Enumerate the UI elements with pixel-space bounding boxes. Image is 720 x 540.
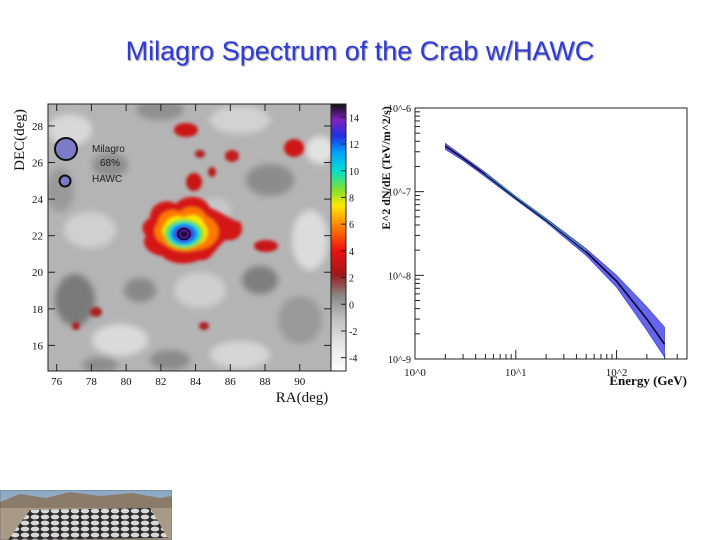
- spectrum-axes: 10^0 10^1 10^2 10^-6 10^-7 10^-8 10^-9: [388, 104, 688, 379]
- spec-x-tick-label: 10^0: [404, 367, 426, 379]
- map-x-tick-label: 84: [190, 376, 202, 388]
- map-x-tick-label: 86: [225, 376, 237, 388]
- spectrum-plot: 10^0 10^1 10^2 10^-6 10^-7 10^-8 10^-9 Energy …: [379, 104, 688, 388]
- hawc-legend-marker: [58, 174, 72, 188]
- map-axes: 76 78 80 82 84 86 88 90 16 18 20 22 24 26 28: [32, 104, 331, 388]
- spectrum-data: [444, 142, 666, 359]
- tank-array: [8, 508, 168, 540]
- milagro-legend-marker: [54, 137, 78, 161]
- map-y-tick-label: 26: [32, 158, 44, 170]
- spectrum-ylabel: E^2 dN/dE (TeV/m^2/s): [379, 106, 393, 230]
- map-y-tick-label: 24: [32, 194, 44, 206]
- colorbar-tick-label: 8: [349, 193, 354, 204]
- map-x-tick-label: 78: [86, 376, 98, 388]
- colorbar-tick-label: 10: [349, 167, 359, 178]
- map-x-tick-label: 90: [294, 376, 306, 388]
- spec-y-tick-label: 10^-7: [388, 188, 411, 199]
- hawc-site-photo: [0, 490, 172, 540]
- colorbar-tick-label: -4: [349, 354, 357, 365]
- milagro-legend-sublabel: 68%: [100, 158, 120, 169]
- colorbar-tick-label: 12: [349, 140, 359, 151]
- spec-y-tick-label: 10^-9: [388, 355, 411, 366]
- colorbar-ticks: 14 12 10 8 6 4 2 0 -2 -4: [341, 113, 359, 365]
- hawc-legend-label: HAWC: [92, 174, 122, 185]
- map-y-tick-label: 16: [32, 340, 44, 352]
- spectrum-alt-line: [485, 173, 587, 252]
- colorbar-tick-label: 4: [349, 247, 354, 258]
- colorbar-tick-label: 14: [349, 113, 359, 124]
- map-y-tick-label: 20: [32, 267, 44, 279]
- map-x-tick-label: 76: [51, 376, 63, 388]
- colorbar-tick-label: 2: [349, 274, 354, 285]
- map-x-tick-label: 80: [121, 376, 133, 388]
- map-y-tick-label: 22: [32, 231, 43, 243]
- map-y-tick-label: 18: [32, 304, 44, 316]
- map-noise: [48, 104, 331, 371]
- map-legend: Milagro 68% HAWC: [54, 137, 125, 188]
- spec-y-tick-label: 10^-6: [388, 104, 411, 115]
- map-x-tick-label: 82: [155, 376, 166, 388]
- map-y-tick-label: 28: [32, 121, 44, 133]
- spectrum-band: [445, 142, 665, 359]
- spectrum-fit-line: [444, 145, 666, 345]
- colorbar-tick-label: 6: [349, 220, 354, 231]
- spec-x-tick-label: 10^1: [505, 367, 527, 379]
- colorbar-tick-label: 0: [349, 300, 354, 311]
- spectrum-xlabel: Energy (GeV): [609, 373, 687, 388]
- colorbar-tick-label: -2: [349, 327, 357, 338]
- spec-y-tick-label: 10^-8: [388, 271, 411, 282]
- spec-x-tick-label: 10^2: [606, 367, 628, 379]
- map-ylabel: DEC(deg): [12, 109, 28, 171]
- crab-source: [142, 196, 243, 264]
- map-xlabel: RA(deg): [276, 390, 329, 406]
- slide-title: Milagro Spectrum of the Crab w/HAWC: [125, 36, 595, 66]
- milagro-legend-label: Milagro: [92, 144, 125, 155]
- map-x-tick-label: 88: [260, 376, 272, 388]
